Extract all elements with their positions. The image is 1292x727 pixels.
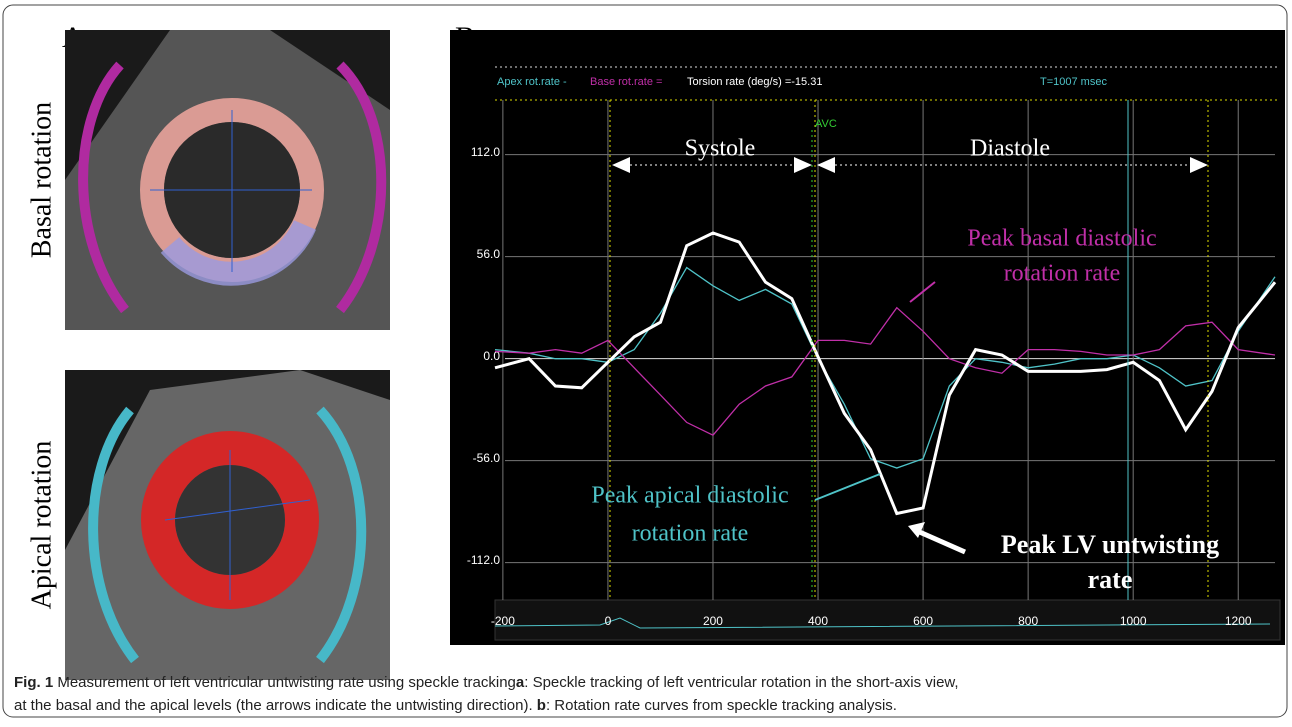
caption-text: : Rotation rate curves from speckle trac…: [546, 697, 897, 714]
x-tick-label: -200: [491, 614, 515, 628]
header-text: Base rot.rate =: [590, 76, 662, 88]
ecg-trace: [494, 617, 1271, 629]
header-text: T=1007 msec: [1040, 76, 1107, 88]
annotation: Peak apical diastolic: [591, 483, 788, 509]
header-text: Torsion rate (deg/s) =-15.31: [687, 76, 822, 88]
annotation: Peak basal diastolic: [967, 226, 1156, 252]
annotation: Peak LV untwisting: [1001, 530, 1219, 559]
annotation: rotation rate: [1004, 261, 1121, 287]
annotation-arrow: [814, 473, 881, 501]
caption-label: Fig. 1: [14, 674, 53, 691]
echo-image-basal: [65, 30, 390, 330]
series-line: [494, 306, 1276, 437]
y-tick-label: 56.0: [477, 247, 501, 261]
series-line: [494, 231, 1277, 516]
annotation: rate: [1088, 565, 1133, 594]
series-line: [494, 266, 1276, 469]
caption-text: Measurement of left ventricular untwisti…: [53, 674, 516, 691]
y-tick-label: 0.0: [483, 349, 500, 363]
caption-text: at the basal and the apical levels (the …: [14, 697, 537, 714]
annotation-arrow: [908, 522, 925, 538]
phase-label: Diastole: [970, 136, 1050, 162]
caption: Fig. 1 Measurement of left ventricular u…: [14, 674, 959, 691]
plot-background: [450, 30, 1285, 645]
caption-text: a: [516, 674, 525, 691]
annotation-arrow: [913, 527, 967, 555]
x-tick-label: 400: [808, 614, 828, 628]
avc-label: AVC: [815, 118, 837, 130]
x-tick-label: 200: [703, 614, 723, 628]
x-tick-label: 1000: [1120, 614, 1147, 628]
annotation-arrow: [909, 281, 936, 303]
row-label: Basal rotation: [26, 102, 57, 258]
time-strip: [494, 599, 1281, 641]
y-tick-label: 112.0: [471, 145, 500, 159]
x-tick-label: 1200: [1225, 614, 1252, 628]
row-label: Apical rotation: [26, 441, 57, 610]
echo-image-apical: [65, 370, 390, 680]
y-tick-label: -56.0: [473, 451, 501, 465]
caption-text: b: [537, 697, 546, 714]
phase-label: Systole: [685, 136, 756, 162]
caption: at the basal and the apical levels (the …: [14, 697, 897, 714]
caption-text: : Speckle tracking of left ventricular r…: [524, 674, 958, 691]
x-tick-label: 600: [913, 614, 933, 628]
plot: 112.0 56.0 0.0 -56.0 -112.0 -200 0 200 400 600 800…: [467, 100, 1277, 628]
y-tick-label: -112.0: [467, 553, 500, 567]
phase-arrows: [612, 157, 1208, 173]
x-tick-label: 800: [1018, 614, 1038, 628]
phase-markers: [609, 100, 1209, 600]
annotation: rotation rate: [632, 521, 749, 547]
header-text: Apex rot.rate -: [497, 76, 567, 88]
x-tick-label: 0: [605, 614, 612, 628]
